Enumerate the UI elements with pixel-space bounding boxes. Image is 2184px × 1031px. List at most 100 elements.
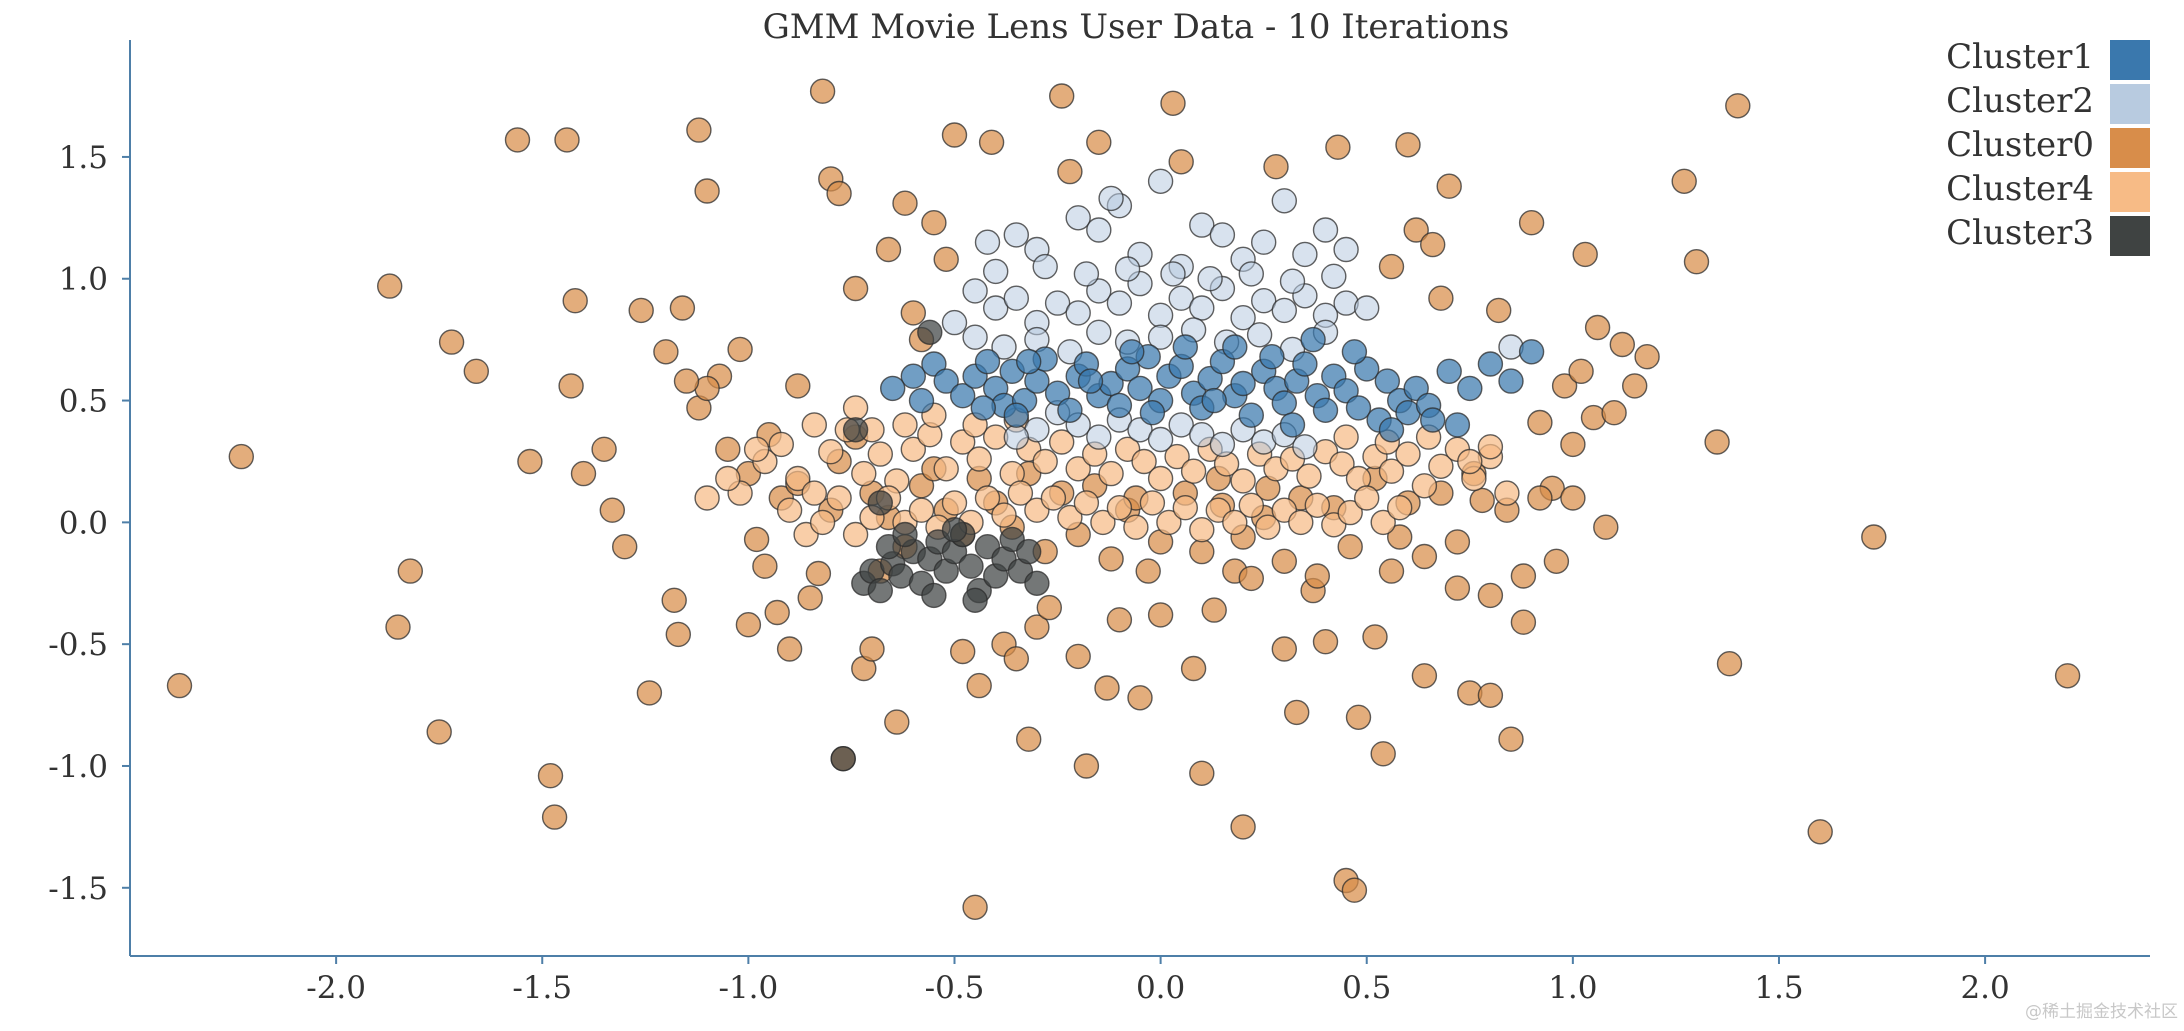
data-point-cluster0 [558,373,584,399]
data-point-cluster4 [1098,460,1124,487]
data-point-cluster4 [1411,473,1438,499]
data-point-cluster1 [1172,334,1199,360]
data-point-cluster0 [921,209,947,236]
data-point-cluster2 [1292,241,1318,268]
series-cluster2 [941,168,1524,460]
data-point-cluster0 [1593,514,1619,540]
data-point-cluster2 [1114,256,1141,282]
data-point-cluster4 [1131,448,1157,475]
data-point-cluster2 [1168,412,1194,438]
data-point-cluster4 [867,441,893,467]
data-point-cluster2 [1333,236,1359,263]
data-point-cluster4 [941,490,968,516]
data-point-cluster1 [1015,348,1042,375]
data-point-cluster2 [1353,295,1380,321]
axes: -2.0 -1.5 -1.0 -0.5 0.0 0.5 1.0 1.5 2.0 1.5 1.0 0.5… [48,40,2150,1006]
data-point-cluster1 [1238,402,1265,428]
legend-swatch-cluster0 [2110,128,2150,168]
x-tick-label: -2.0 [306,970,366,1006]
data-point-cluster2 [1209,222,1236,248]
data-point-cluster4 [991,502,1017,528]
data-point-cluster2 [1246,322,1273,348]
data-point-cluster1 [900,363,926,389]
data-point-cluster0 [385,614,411,640]
data-point-cluster0 [1238,565,1265,592]
data-point-cluster2 [1032,253,1058,280]
data-point-cluster4 [801,480,827,506]
data-point-cluster2 [941,309,968,336]
data-point-cluster0 [1168,149,1194,175]
data-point-cluster0 [1386,524,1413,550]
data-point-cluster2 [1003,285,1029,311]
data-point-cluster4 [842,521,869,548]
scatter-points [166,78,2081,920]
data-point-cluster4 [1353,485,1380,511]
data-point-cluster1 [1419,407,1446,433]
data-point-cluster0 [1469,487,1495,514]
data-point-cluster0 [1704,429,1730,455]
data-point-cluster4 [1065,456,1091,482]
data-point-cluster0 [1189,538,1215,565]
data-point-cluster4 [785,465,811,492]
data-point-cluster2 [1073,261,1100,287]
data-point-cluster2 [1098,185,1124,212]
data-point-cluster0 [1683,249,1710,275]
data-point-cluster4 [1370,509,1396,536]
data-point-cluster0 [1444,575,1471,601]
data-point-cluster0 [1160,90,1186,117]
data-point-cluster4 [892,412,918,438]
data-point-cluster0 [842,275,869,302]
x-tick-label: -1.0 [718,970,778,1006]
data-point-cluster0 [962,894,988,920]
data-point-cluster4 [933,456,959,482]
data-point-cluster0 [1098,546,1124,572]
data-point-cluster2 [1238,261,1265,287]
data-point-cluster4 [768,431,794,458]
data-point-cluster0 [735,612,762,638]
data-point-cluster0 [1395,132,1421,158]
data-point-cluster2 [1168,285,1194,311]
data-point-cluster0 [1518,209,1545,236]
data-point-cluster4 [809,509,836,536]
data-point-cluster4 [826,485,852,511]
y-tick-label: 1.5 [59,140,108,176]
data-point-cluster1 [1498,368,1524,394]
data-point-cluster0 [1725,93,1751,119]
data-point-cluster1 [1457,375,1483,402]
data-point-cluster0 [1560,485,1586,511]
data-point-cluster0 [1807,819,1833,845]
data-point-cluster0 [591,436,617,462]
data-point-cluster2 [1147,302,1174,328]
data-point-cluster4 [694,485,720,511]
data-point-cluster0 [228,443,255,470]
data-point-cluster0 [517,448,543,475]
data-point-cluster1 [1271,390,1298,416]
data-point-cluster1 [1292,351,1318,377]
data-point-cluster0 [785,373,811,399]
data-point-cluster0 [933,246,959,272]
data-point-cluster0 [673,368,700,394]
data-point-cluster1 [1222,334,1248,360]
data-point-cluster4 [1040,485,1067,511]
data-point-cluster1 [1403,375,1429,402]
data-point-cluster4 [1189,517,1215,543]
data-point-cluster2 [1147,426,1174,453]
data-point-cluster1 [1300,326,1326,353]
data-point-cluster3 [867,490,893,516]
data-point-cluster3 [962,587,988,613]
data-point-cluster2 [1003,424,1029,450]
legend-label-cluster4: Cluster4 [1946,169,2094,209]
data-point-cluster4 [1057,504,1083,531]
data-point-cluster0 [797,585,823,611]
data-point-cluster4 [1032,448,1058,475]
data-point-cluster0 [715,436,741,462]
data-point-cluster2 [1498,334,1524,360]
watermark-text: @稀土掘金技术社区 [2025,1002,2178,1022]
data-point-cluster4 [1073,490,1100,516]
data-point-cluster4 [851,460,877,487]
data-point-cluster1 [880,375,906,402]
data-point-cluster0 [776,636,803,662]
data-point-cluster0 [636,680,663,706]
data-point-cluster0 [1498,726,1524,752]
